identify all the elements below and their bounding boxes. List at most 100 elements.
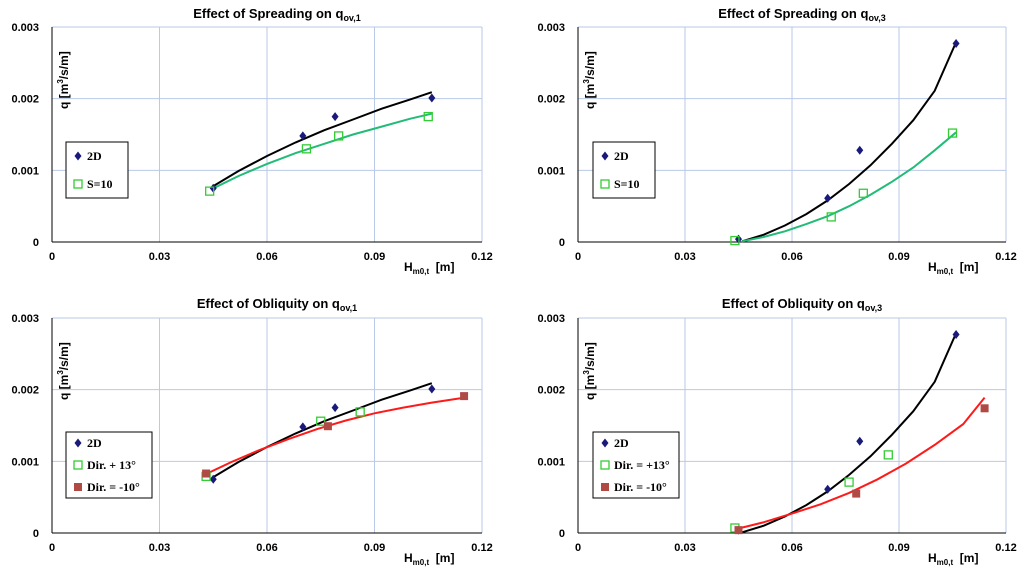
y-tick-label: 0.003 xyxy=(537,22,565,34)
x-tick-label: 0.12 xyxy=(471,251,492,263)
data-point xyxy=(856,436,864,446)
legend-label: 2D xyxy=(87,436,102,450)
chart-panel-4: 0 0.03 0.06 0.09 0.12 0 0.001 0.002 0.003 Effect … xyxy=(537,296,1016,567)
legend-box xyxy=(65,141,129,199)
legend-label: Dir. = +13° xyxy=(614,458,670,472)
trend-line xyxy=(741,332,958,534)
y-tick-label: 0.001 xyxy=(11,456,39,468)
legend-label: S=10 xyxy=(614,177,640,191)
legend-label: Dir. + 13° xyxy=(87,458,136,472)
trend-line xyxy=(734,396,986,531)
y-tick-label: 0.002 xyxy=(11,94,39,106)
data-point xyxy=(316,416,326,426)
legend-marker xyxy=(74,483,82,491)
x-axis-label: Hm0,t [m] xyxy=(404,260,454,276)
y-tick-label: 0 xyxy=(559,528,565,540)
legend: 2D S=10 xyxy=(592,141,656,199)
data-point xyxy=(355,407,365,417)
x-tick-label: 0.09 xyxy=(888,542,909,554)
y-axis-label: q [m3/s/m] xyxy=(56,51,71,109)
data-point xyxy=(826,212,836,222)
legend-label: 2D xyxy=(87,149,102,163)
legend-marker xyxy=(601,438,609,448)
legend-label: S=10 xyxy=(87,177,113,191)
data-point xyxy=(852,489,861,498)
legend-box xyxy=(592,141,656,199)
legend-marker xyxy=(601,483,609,491)
trend-line xyxy=(212,91,433,187)
data-point xyxy=(202,469,211,478)
x-tick-label: 0.03 xyxy=(149,251,170,263)
x-tick-label: 0.03 xyxy=(149,542,170,554)
data-point xyxy=(423,111,433,122)
data-point xyxy=(734,526,743,535)
legend-marker xyxy=(601,151,609,161)
y-tick-label: 0.001 xyxy=(537,165,565,177)
x-tick-label: 0.12 xyxy=(471,542,492,554)
chart-title: Effect of Spreading on qov,1 xyxy=(193,6,361,23)
data-point xyxy=(428,93,436,103)
legend-label: Dir. = -10° xyxy=(87,480,140,494)
x-axis-label: Hm0,t [m] xyxy=(928,260,978,276)
chart-panel-2: 0 0.03 0.06 0.09 0.12 0 0.001 0.002 0.003 Effect … xyxy=(537,6,1016,276)
y-axis-label: q [m3/s/m] xyxy=(582,342,597,400)
trend-line xyxy=(212,112,433,190)
legend-label: 2D xyxy=(614,436,629,450)
data-point xyxy=(331,403,339,413)
data-point xyxy=(858,188,868,198)
x-tick-label: 0 xyxy=(49,542,55,554)
y-axis-label: q [m3/s/m] xyxy=(56,342,71,400)
y-tick-label: 0 xyxy=(559,237,565,249)
y-tick-label: 0.002 xyxy=(11,385,39,397)
x-tick-label: 0.06 xyxy=(256,542,277,554)
trend-line xyxy=(741,131,957,243)
data-point xyxy=(299,422,307,432)
legend-marker xyxy=(74,151,82,161)
x-tick-label: 0.09 xyxy=(888,251,909,263)
data-point xyxy=(331,112,339,122)
legend-marker xyxy=(74,438,82,448)
chart-title: Effect of Obliquity on qov,1 xyxy=(197,296,357,313)
trend-line xyxy=(212,382,433,478)
data-point xyxy=(334,131,344,141)
trend-line xyxy=(741,41,958,243)
x-tick-label: 0 xyxy=(49,251,55,263)
y-tick-label: 0.003 xyxy=(11,313,39,325)
data-point xyxy=(952,329,960,339)
legend-label: Dir. = -10° xyxy=(614,480,667,494)
x-axis-label: Hm0,t [m] xyxy=(404,551,454,567)
data-point xyxy=(323,422,332,431)
y-tick-label: 0 xyxy=(33,237,39,249)
legend-marker xyxy=(73,460,83,470)
data-point xyxy=(856,145,864,155)
y-tick-label: 0.001 xyxy=(537,456,565,468)
legend-marker xyxy=(600,179,610,189)
y-tick-label: 0.002 xyxy=(537,385,565,397)
data-point xyxy=(947,128,958,138)
x-tick-label: 0.09 xyxy=(364,251,385,263)
y-tick-label: 0.003 xyxy=(537,313,565,325)
legend-marker xyxy=(73,179,83,189)
x-axis-label: Hm0,t [m] xyxy=(928,551,978,567)
chart-title: Effect of Obliquity on qov,3 xyxy=(722,296,882,313)
data-point xyxy=(301,144,312,154)
chart-panel-1: 0 0.03 0.06 0.09 0.12 0 0.001 0.002 0.003 Effect … xyxy=(11,6,492,276)
x-tick-label: 0.12 xyxy=(995,542,1016,554)
data-point xyxy=(730,235,740,246)
legend: 2D S=10 xyxy=(65,141,129,199)
x-tick-label: 0.03 xyxy=(674,251,695,263)
data-point xyxy=(205,186,215,196)
chart-title: Effect of Spreading on qov,3 xyxy=(718,6,886,23)
y-tick-label: 0.002 xyxy=(537,94,565,106)
x-tick-label: 0.06 xyxy=(781,251,802,263)
x-tick-label: 0.06 xyxy=(256,251,277,263)
data-point xyxy=(824,484,832,494)
data-point xyxy=(460,392,469,401)
data-point xyxy=(952,38,960,48)
y-axis-label: q [m3/s/m] xyxy=(582,51,597,109)
legend: 2D Dir. = +13° Dir. = -10° xyxy=(592,431,680,499)
legend-label: 2D xyxy=(614,149,629,163)
data-point xyxy=(844,477,854,487)
y-tick-label: 0.001 xyxy=(11,165,39,177)
